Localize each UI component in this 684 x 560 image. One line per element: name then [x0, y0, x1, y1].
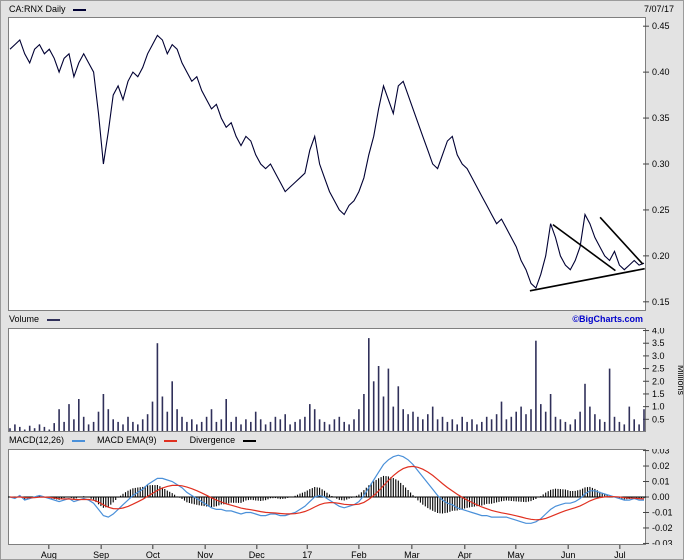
- brand-link[interactable]: ©BigCharts.com: [572, 314, 643, 324]
- month-label: Feb: [351, 550, 367, 560]
- volume-legend-swatch: [46, 318, 60, 321]
- volume-ytick-label: 2.5: [652, 364, 665, 374]
- month-label: Apr: [458, 550, 472, 560]
- month-label: Nov: [197, 550, 214, 560]
- volume-ytick-label: 3.5: [652, 338, 665, 348]
- volume-ytick-label: 2.0: [652, 376, 665, 386]
- trendline-2: [599, 216, 644, 265]
- price-panel: 0.15 0.20 0.25 0.30 0.35 0.40 0.45: [8, 17, 670, 311]
- volume-header: Volume ©BigCharts.com: [1, 311, 683, 327]
- volume-axis-unit: Millions: [676, 365, 684, 396]
- price-ytick-label: 0.35: [652, 113, 670, 123]
- divergence-legend-swatch: [242, 439, 256, 442]
- macd-header: MACD(12,26) MACD EMA(9) Divergence: [1, 432, 683, 448]
- macd-ytick-label: -0.01: [652, 507, 673, 517]
- macd-ema-label: MACD EMA(9): [97, 435, 157, 445]
- month-label: Dec: [249, 550, 266, 560]
- date-label: 7/07/17: [643, 4, 674, 14]
- trendline-1: [552, 223, 616, 272]
- price-ytick-label: 0.40: [652, 67, 670, 77]
- volume-ytick-label: 1.5: [652, 389, 665, 399]
- month-label: Oct: [146, 550, 161, 560]
- price-legend-swatch: [73, 8, 87, 11]
- price-header: CA:RNX Daily 7/07/17: [1, 1, 683, 17]
- macd-ytick-label: -0.02: [652, 523, 673, 533]
- month-label: May: [507, 550, 525, 560]
- macd-ytick-label: 0.00: [652, 492, 670, 502]
- volume-ytick-label: 4.0: [652, 328, 665, 336]
- volume-panel: 0.5 1.0 1.5 2.0 2.5 3.0 3.5 4.0 Millions: [8, 328, 684, 432]
- macd-legend-swatch: [71, 439, 85, 442]
- month-label: Jul: [614, 550, 626, 560]
- trendline-3: [529, 267, 645, 292]
- price-ytick-label: 0.25: [652, 205, 670, 215]
- volume-ytick-label: 0.5: [652, 414, 665, 424]
- symbol-label: CA:RNX Daily: [9, 4, 66, 14]
- price-ytick-label: 0.20: [652, 251, 670, 261]
- price-ytick-label: 0.45: [652, 21, 670, 31]
- price-ytick-label: 0.15: [652, 297, 670, 307]
- month-label: Mar: [404, 550, 420, 560]
- price-frame: [8, 17, 646, 311]
- divergence-label: Divergence: [189, 435, 236, 445]
- macd-ytick-label: -0.03: [652, 538, 673, 545]
- volume-ytick-label: 1.0: [652, 402, 665, 412]
- macd-ytick-label: 0.03: [652, 449, 670, 456]
- month-label: Aug: [41, 550, 57, 560]
- macd-ytick-label: 0.01: [652, 477, 670, 487]
- volume-ytick-label: 3.0: [652, 351, 665, 361]
- macd-signal-line: [9, 465, 645, 521]
- volume-frame: [8, 328, 646, 432]
- volume-label: Volume: [9, 314, 40, 324]
- macd-panel: -0.03 -0.02 -0.01 0.00 0.01 0.02 0.03: [8, 449, 673, 545]
- macd-label: MACD(12,26): [9, 435, 65, 445]
- price-line: [9, 34, 645, 289]
- month-label: Sep: [93, 550, 109, 560]
- macd-ema-legend-swatch: [164, 439, 178, 442]
- month-label: Jun: [561, 550, 576, 560]
- macd-ytick-label: 0.02: [652, 461, 670, 471]
- month-axis: Aug Sep Oct Nov Dec 17 Feb Mar Apr May Jun Jul: [41, 545, 626, 560]
- month-label: 17: [302, 550, 312, 560]
- price-ytick-label: 0.30: [652, 159, 670, 169]
